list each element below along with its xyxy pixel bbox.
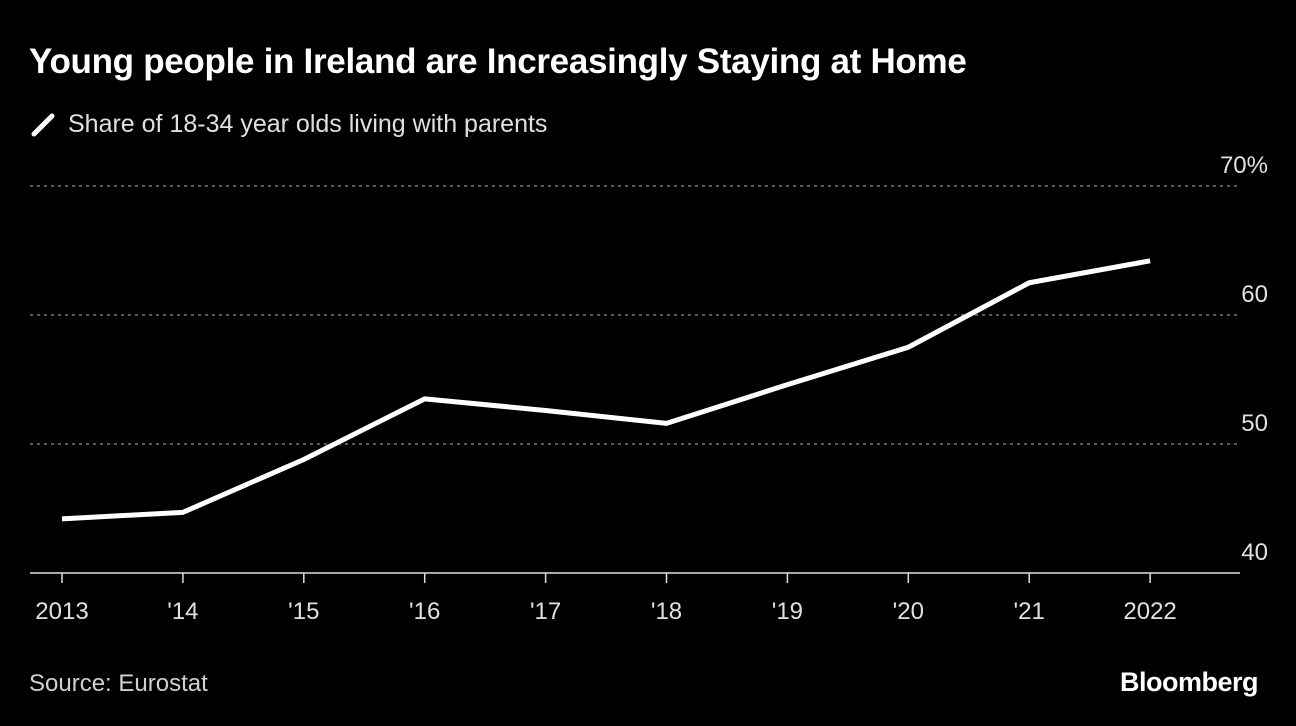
x-tick-label: '20 (893, 598, 924, 625)
y-tick-label: 60 (1241, 281, 1268, 308)
source-note: Source: Eurostat (29, 670, 208, 697)
legend-line-icon (31, 113, 55, 136)
x-tick-label: 2022 (1123, 598, 1176, 625)
series-line (61, 258, 1151, 522)
y-tick-label: 50 (1241, 410, 1268, 437)
y-tick-label: 70% (1220, 152, 1268, 179)
x-tick-label: '18 (651, 598, 682, 625)
x-tick-label: '16 (409, 598, 440, 625)
x-tick-label: 2013 (35, 598, 88, 625)
x-tick-label: '17 (530, 598, 561, 625)
legend: Share of 18-34 year olds living with par… (30, 110, 547, 139)
bloomberg-logo: Bloomberg (1119, 667, 1259, 697)
x-tick-label: '21 (1014, 598, 1045, 625)
legend-label: Share of 18-34 year olds living with par… (68, 110, 548, 138)
y-tick-label: 40 (1241, 539, 1268, 566)
x-tick-label: '14 (167, 598, 198, 625)
x-tick-label: '19 (772, 598, 803, 625)
x-tick-label: '15 (288, 598, 319, 625)
chart-title: Young people in Ireland are Increasingly… (29, 42, 967, 81)
